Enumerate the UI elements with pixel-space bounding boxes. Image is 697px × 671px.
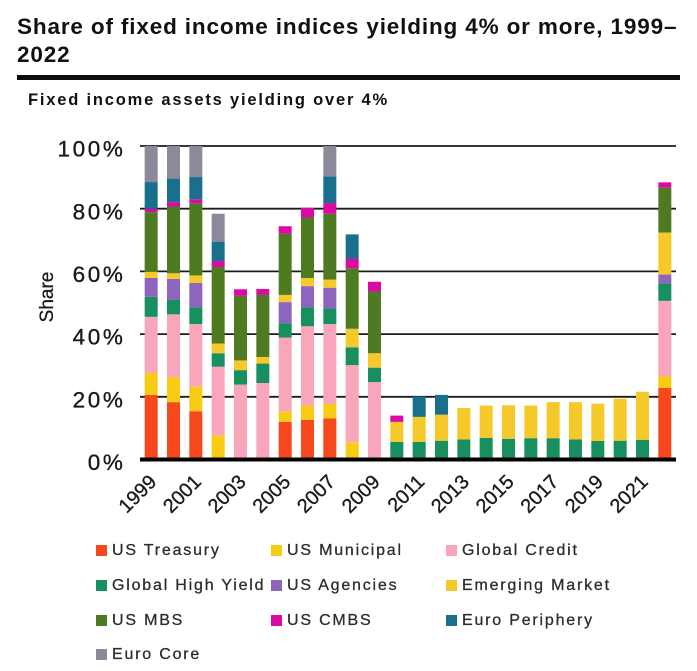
svg-text:40%: 40% bbox=[73, 325, 126, 350]
svg-text:20%: 20% bbox=[73, 387, 126, 412]
svg-text:2009: 2009 bbox=[338, 471, 385, 518]
svg-text:2015: 2015 bbox=[472, 471, 519, 518]
svg-text:2007: 2007 bbox=[293, 471, 340, 518]
svg-text:Share: Share bbox=[37, 272, 58, 323]
svg-text:80%: 80% bbox=[73, 199, 126, 224]
svg-text:2017: 2017 bbox=[517, 471, 564, 518]
svg-text:1999: 1999 bbox=[115, 471, 162, 518]
svg-text:60%: 60% bbox=[73, 262, 126, 287]
svg-text:2005: 2005 bbox=[249, 471, 296, 518]
svg-text:2021: 2021 bbox=[606, 471, 653, 518]
svg-text:0%: 0% bbox=[88, 450, 126, 475]
svg-text:100%: 100% bbox=[58, 137, 126, 162]
svg-text:2001: 2001 bbox=[159, 471, 206, 518]
svg-text:2011: 2011 bbox=[384, 471, 430, 517]
svg-text:2013: 2013 bbox=[427, 471, 474, 518]
svg-text:2019: 2019 bbox=[561, 471, 608, 518]
svg-text:2003: 2003 bbox=[204, 471, 251, 518]
